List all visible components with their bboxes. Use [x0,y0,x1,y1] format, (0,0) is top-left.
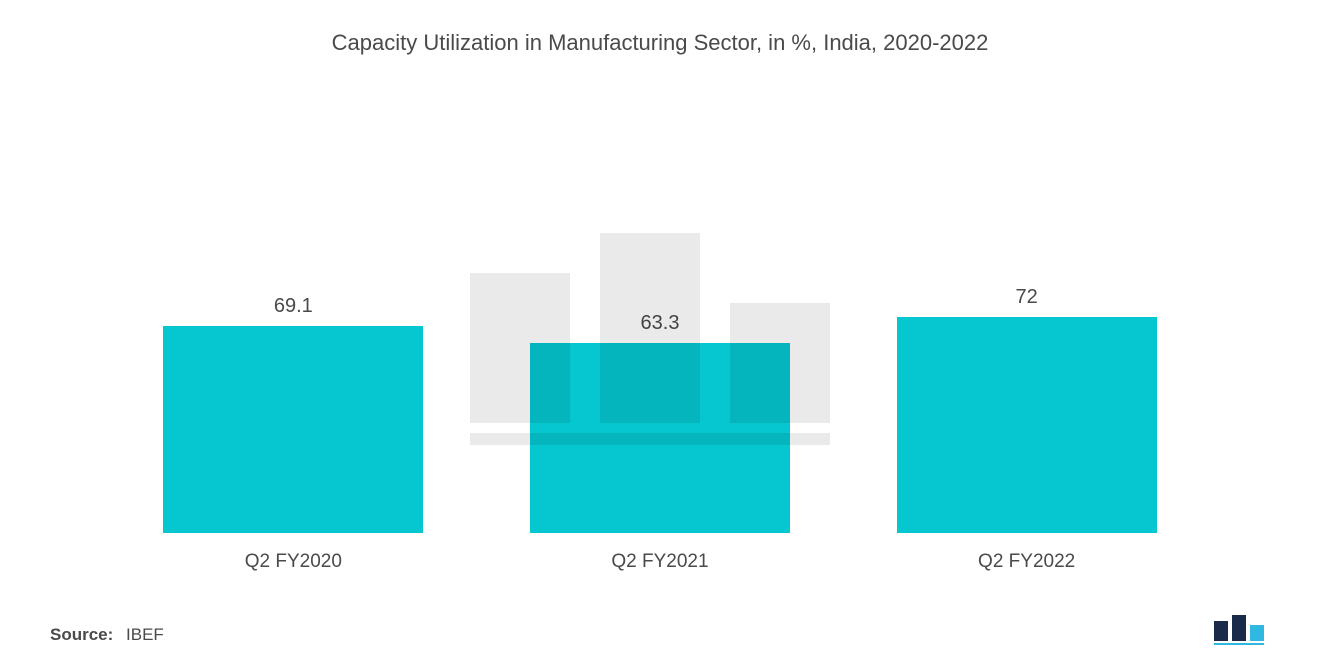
source-label: Source: [50,625,113,644]
x-label-1: Q2 FY2021 [530,551,790,573]
brand-logo-icon [1212,613,1270,645]
bar-value-0: 69.1 [274,295,313,318]
plot-area: 69.1 63.3 72 [50,66,1270,543]
x-label-0: Q2 FY2020 [163,551,423,573]
bar-group-2: 72 [897,286,1157,533]
bar-value-2: 72 [1016,286,1038,309]
bar-2 [897,317,1157,533]
chart-footer: Source: IBEF [50,573,1270,645]
x-label-2: Q2 FY2022 [897,551,1157,573]
bar-value-1: 63.3 [641,312,680,335]
bar-group-0: 69.1 [163,295,423,533]
source-line: Source: IBEF [50,625,164,645]
x-axis-labels: Q2 FY2020 Q2 FY2021 Q2 FY2022 [50,543,1270,573]
chart-title: Capacity Utilization in Manufacturing Se… [50,30,1270,56]
source-value: IBEF [126,625,164,644]
bar-1 [530,343,790,533]
chart-container: Capacity Utilization in Manufacturing Se… [0,0,1320,665]
bar-0 [163,326,423,533]
bar-group-1: 63.3 [530,312,790,533]
